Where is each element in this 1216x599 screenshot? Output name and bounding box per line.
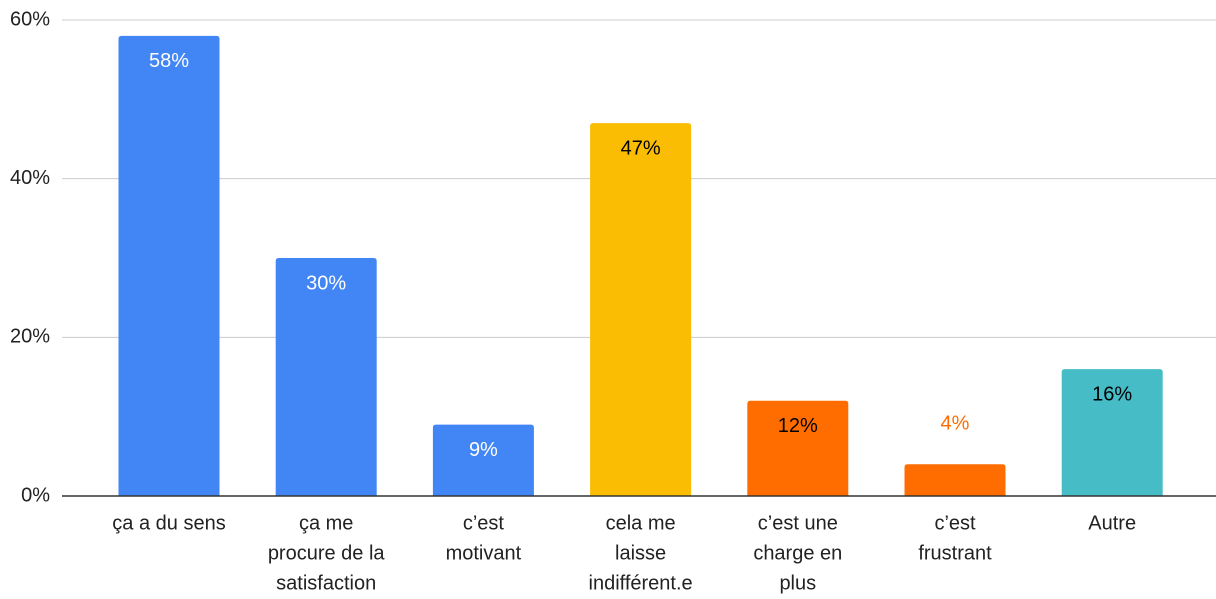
x-tick-label: laisse <box>615 542 666 564</box>
y-tick-label: 60% <box>10 8 50 30</box>
value-label: 4% <box>941 413 970 435</box>
value-label: 16% <box>1092 383 1132 405</box>
value-label: 12% <box>778 415 818 437</box>
x-tick-label: motivant <box>446 542 522 564</box>
bar <box>432 424 534 496</box>
y-tick-label: 0% <box>21 484 50 506</box>
x-tick-label: procure de la <box>268 542 386 564</box>
bar <box>1061 369 1163 496</box>
x-tick-label: c’est <box>463 512 505 534</box>
value-label: 9% <box>469 439 498 461</box>
x-tick-label: satisfaction <box>276 572 376 594</box>
x-tick-label: Autre <box>1088 512 1136 534</box>
value-label: 30% <box>306 272 346 294</box>
value-label: 58% <box>149 50 189 72</box>
x-tick-label: ça a du sens <box>112 512 225 534</box>
bar <box>747 400 849 496</box>
bar <box>118 35 220 496</box>
bar <box>904 464 1006 496</box>
x-tick-label: c’est une <box>758 512 838 534</box>
x-tick-label: ça me <box>299 512 353 534</box>
x-tick-label: indifférent.e <box>589 572 693 594</box>
y-tick-label: 40% <box>10 167 50 189</box>
bar <box>275 258 377 496</box>
x-tick-label: charge en <box>753 542 842 564</box>
x-tick-label: c’est <box>934 512 976 534</box>
x-tick-label: cela me <box>606 512 676 534</box>
value-label: 47% <box>621 137 661 159</box>
x-tick-label: plus <box>779 572 816 594</box>
y-tick-label: 20% <box>10 326 50 348</box>
x-tick-label: frustrant <box>918 542 992 564</box>
bar <box>590 123 692 496</box>
